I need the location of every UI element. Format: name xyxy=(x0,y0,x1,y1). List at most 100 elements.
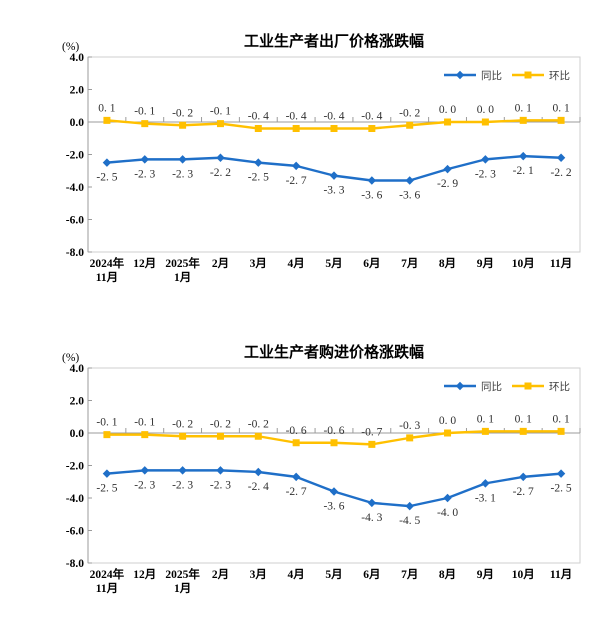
square-marker xyxy=(216,432,224,440)
series-环比: 0. 1 -0. 1 -0. 2 -0. 1 -0. 4 -0. 4 -0. 4 -0. 4 -… xyxy=(98,102,570,132)
x-axis-label: 3月 xyxy=(250,257,267,270)
data-label: 0. 1 xyxy=(477,413,495,425)
series-同比: -2. 5 -2. 3 -2. 3 -2. 2 -2. 5 -2. 7 -3. 3 -3. 6… xyxy=(96,151,572,202)
data-label: -2. 5 xyxy=(551,483,572,495)
square-marker xyxy=(444,429,452,437)
data-label: -0. 1 xyxy=(210,106,231,118)
diamond-marker xyxy=(329,487,339,496)
data-label: -3. 1 xyxy=(475,492,496,504)
data-label: 0. 0 xyxy=(439,415,457,427)
data-label: -2. 3 xyxy=(134,479,155,491)
series-同比: -2. 5 -2. 3 -2. 3 -2. 3 -2. 4 -2. 7 -3. 6 -4. 3… xyxy=(96,466,572,527)
x-axis-label: 5月 xyxy=(325,568,342,581)
y-axis-tick-label: 0.0 xyxy=(70,117,85,129)
data-label: -2. 7 xyxy=(286,175,307,187)
legend-label: 环比 xyxy=(549,69,570,82)
data-label: 0. 1 xyxy=(98,102,116,114)
diamond-marker xyxy=(443,493,452,503)
diamond-marker xyxy=(556,153,566,162)
x-axis-label: 10月 xyxy=(512,568,535,581)
y-axis-tick-label: -6.0 xyxy=(66,526,84,538)
diamond-marker xyxy=(405,501,414,511)
diamond-marker xyxy=(178,155,187,164)
data-label: -4. 3 xyxy=(361,512,382,524)
data-label: 0. 1 xyxy=(515,102,533,114)
diamond-marker xyxy=(140,155,149,164)
plot-area-border xyxy=(87,56,581,253)
square-marker xyxy=(406,121,414,129)
data-label: -2. 3 xyxy=(172,168,193,180)
diamond-marker xyxy=(140,466,149,475)
square-marker xyxy=(179,432,187,440)
data-label: -4. 5 xyxy=(399,515,420,527)
legend-item-同比: 同比 xyxy=(444,69,502,82)
diamond-marker xyxy=(443,164,452,174)
data-label: 0. 0 xyxy=(439,104,457,116)
y-axis-tick-label: -2.0 xyxy=(66,150,84,162)
x-axis-label: 8月 xyxy=(439,257,456,270)
chart-title: 工业生产者购进价格涨跌幅 xyxy=(244,343,424,361)
diamond-marker xyxy=(481,479,490,488)
data-label: -4. 0 xyxy=(437,507,458,519)
diamond-marker xyxy=(367,176,377,185)
y-axis-tick-label: -2.0 xyxy=(66,461,84,473)
square-marker xyxy=(330,125,338,132)
square-marker xyxy=(141,120,149,128)
diamond-marker xyxy=(329,171,339,180)
data-label: -2. 5 xyxy=(96,172,117,184)
diamond-marker xyxy=(455,381,465,391)
data-label: -0. 1 xyxy=(96,417,117,429)
square-marker xyxy=(254,432,262,440)
data-label: -3. 6 xyxy=(361,190,382,202)
x-axis-label: 2024年 11月 xyxy=(90,567,125,595)
x-axis-label: 12月 xyxy=(133,257,156,270)
data-label: -3. 6 xyxy=(399,190,420,202)
square-marker xyxy=(179,121,187,129)
diamond-marker xyxy=(254,467,263,477)
data-label: -0. 3 xyxy=(399,420,420,432)
data-label: 0. 1 xyxy=(515,413,533,425)
x-axis-label: 9月 xyxy=(477,568,494,581)
y-axis-tick-label: 4.0 xyxy=(70,363,85,375)
data-label: -2. 2 xyxy=(210,167,231,179)
square-marker xyxy=(216,120,224,128)
square-marker xyxy=(330,439,338,447)
y-axis-tick-label: -8.0 xyxy=(66,558,84,570)
data-label: 0. 1 xyxy=(552,102,570,114)
data-label: -3. 3 xyxy=(323,185,344,197)
diamond-marker xyxy=(519,472,528,482)
y-axis-unit-label: (%) xyxy=(62,41,79,53)
x-axis-label: 4月 xyxy=(288,257,305,270)
data-label: -2. 7 xyxy=(286,486,307,498)
x-axis-label: 2月 xyxy=(212,257,229,270)
legend-item-环比: 环比 xyxy=(512,380,570,393)
legend-label: 同比 xyxy=(481,69,502,82)
data-label: -2. 3 xyxy=(475,168,496,180)
data-label: -0. 6 xyxy=(286,425,307,437)
series-环比: -0. 1 -0. 1 -0. 2 -0. 2 -0. 2 -0. 6 -0. 6 -0. 7… xyxy=(96,413,570,448)
x-axis-label: 11月 xyxy=(550,568,572,581)
legend-item-环比: 环比 xyxy=(512,69,570,82)
x-axis-label: 9月 xyxy=(477,257,494,270)
diamond-marker xyxy=(367,498,377,508)
square-marker xyxy=(557,427,565,435)
data-label: -0. 2 xyxy=(172,107,193,119)
legend: 同比 环比 xyxy=(444,380,570,393)
square-marker xyxy=(103,116,111,124)
data-label: -2. 5 xyxy=(248,172,269,184)
data-label: 0. 1 xyxy=(552,413,570,425)
square-marker xyxy=(103,431,111,439)
diamond-marker xyxy=(178,466,187,475)
y-axis-tick-label: 2.0 xyxy=(70,396,85,408)
data-label: -0. 4 xyxy=(361,111,382,123)
legend-label: 同比 xyxy=(481,380,502,393)
data-label: -0. 4 xyxy=(323,111,344,123)
square-marker xyxy=(524,382,532,390)
x-axis-label: 7月 xyxy=(401,568,418,581)
square-marker xyxy=(524,71,532,79)
diamond-marker xyxy=(216,153,225,162)
square-marker xyxy=(141,431,149,439)
y-axis-tick-label: -4.0 xyxy=(66,493,84,505)
diamond-marker xyxy=(291,161,301,171)
